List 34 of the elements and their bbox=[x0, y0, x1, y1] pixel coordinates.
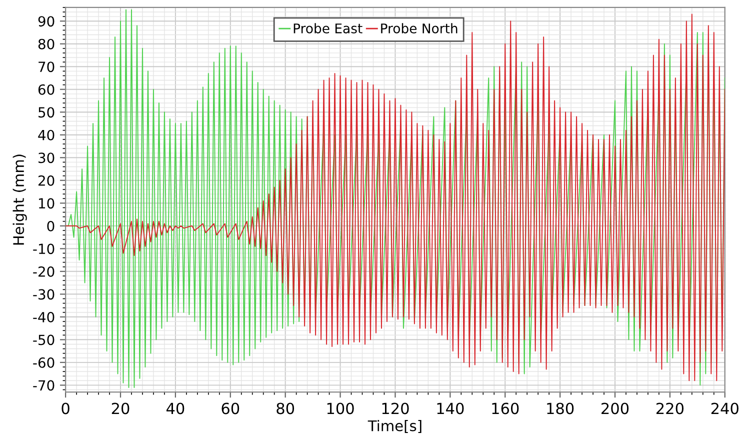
x-tick-label: 240 bbox=[711, 402, 738, 414]
y-tick-label: 30 bbox=[38, 152, 54, 164]
y-tick-label: -60 bbox=[33, 357, 54, 368]
y-tick-label: 20 bbox=[38, 175, 54, 186]
y-tick-label: -50 bbox=[33, 334, 54, 346]
y-tick-label: 50 bbox=[38, 107, 54, 118]
x-tick-label: 180 bbox=[547, 402, 574, 414]
x-tick-label: 60 bbox=[222, 402, 240, 414]
y-tick-label: -30 bbox=[33, 289, 54, 300]
legend-label: Probe East bbox=[294, 23, 362, 34]
x-tick-label: 200 bbox=[602, 402, 629, 414]
y-tick-label: 90 bbox=[38, 16, 54, 27]
y-tick-label: 70 bbox=[38, 62, 54, 72]
y-axis-title: Height (mm) bbox=[12, 154, 27, 245]
y-tick-label: -40 bbox=[33, 312, 54, 322]
x-tick-label: 40 bbox=[166, 402, 184, 414]
x-tick-label: 160 bbox=[492, 402, 519, 414]
x-tick-label: 140 bbox=[437, 402, 464, 414]
x-axis-title: Time[s] bbox=[368, 420, 422, 433]
y-tick-label: -70 bbox=[33, 380, 54, 391]
legend-label: Probe North bbox=[381, 23, 458, 34]
x-tick-label: 0 bbox=[62, 402, 70, 414]
x-tick-label: 20 bbox=[112, 402, 130, 414]
x-tick-label: 120 bbox=[382, 402, 409, 414]
y-tick-label: 10 bbox=[38, 198, 54, 209]
x-tick-label: 80 bbox=[276, 402, 294, 414]
y-tick-label: 80 bbox=[38, 38, 54, 50]
x-tick-label: 220 bbox=[656, 402, 684, 414]
y-tick-label: -10 bbox=[33, 244, 54, 254]
x-tick-label: 100 bbox=[327, 402, 354, 414]
y-tick-label: 0 bbox=[47, 220, 54, 232]
y-tick-label: 40 bbox=[38, 130, 54, 140]
y-tick-label: -20 bbox=[33, 266, 54, 277]
y-tick-label: 60 bbox=[38, 84, 54, 95]
